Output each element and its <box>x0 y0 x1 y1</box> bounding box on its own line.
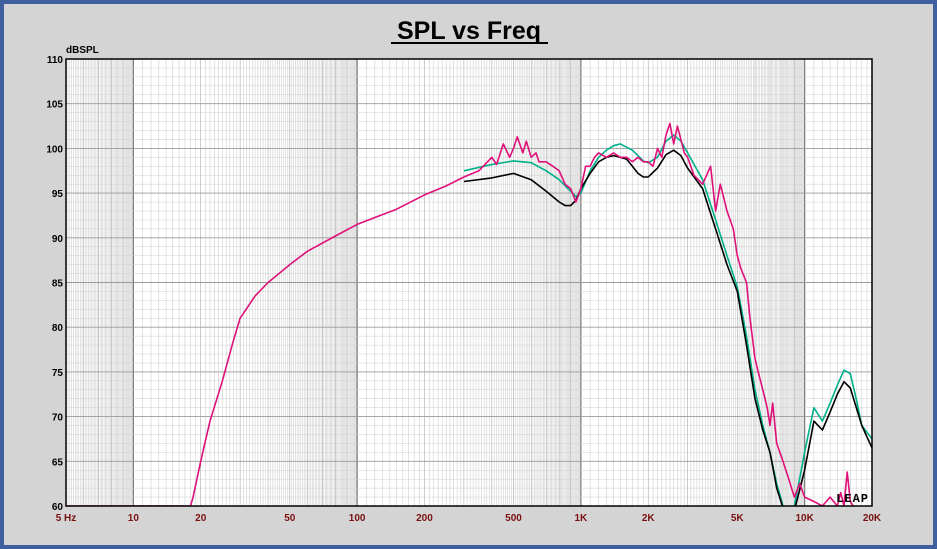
chart-frame: SPL vs Freq dBSPL 60 65 70 75 80 85 90 95 100 105… <box>4 4 933 545</box>
y-tick-label: 110 <box>47 55 64 66</box>
series-line-0 <box>463 134 872 506</box>
x-tick-label: 10K <box>795 513 814 524</box>
x-tick-label: 5K <box>731 513 745 524</box>
x-tick-label: 10 <box>128 513 140 524</box>
x-tick-label: 500 <box>505 513 522 524</box>
y-tick-label: 70 <box>52 413 64 424</box>
series-line-2 <box>66 122 855 506</box>
spl-chart: SPL vs Freq dBSPL 6065707580859095100105… <box>46 17 882 524</box>
x-tick-label: 2K <box>642 513 656 524</box>
y-tick-label: 100 <box>46 144 63 155</box>
chart-title: SPL vs Freq <box>397 17 541 45</box>
x-tick-label: 20K <box>863 513 882 524</box>
y-tick-label: 65 <box>52 457 64 468</box>
y-tick-label: 60 <box>52 502 64 513</box>
series-line-1 <box>463 149 872 506</box>
plot-border <box>65 58 873 507</box>
y-tick-label: 85 <box>52 279 64 290</box>
y-tick-label: 90 <box>52 234 64 245</box>
y-tick-label: 105 <box>46 100 63 111</box>
x-tick-label: 1K <box>574 513 588 524</box>
x-tick-label: 50 <box>284 513 296 524</box>
x-tick-label: 200 <box>416 513 433 524</box>
x-tick-label: 100 <box>349 513 366 524</box>
y-axis-label: dBSPL <box>66 45 99 56</box>
x-tick-label: 5 Hz <box>56 513 77 524</box>
y-tick-label: 80 <box>52 323 64 334</box>
y-tick-label: 75 <box>52 368 64 379</box>
leap-logo: LEAP <box>836 492 869 506</box>
x-tick-label: 20 <box>195 513 207 524</box>
y-tick-label: 95 <box>52 189 64 200</box>
